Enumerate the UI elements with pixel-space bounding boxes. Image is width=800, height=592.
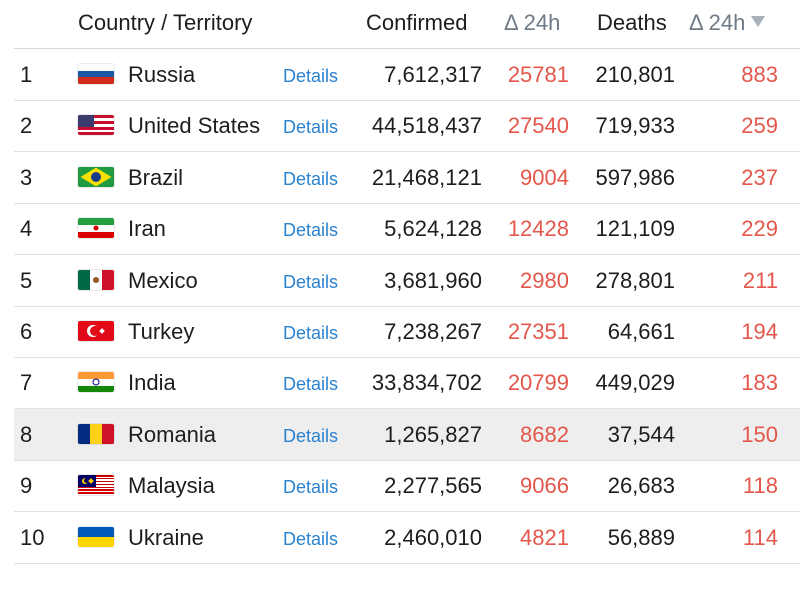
rank-cell: 1 (20, 62, 33, 87)
deaths-cell: 719,933 (595, 113, 675, 139)
flag-romania-icon (78, 423, 114, 444)
column-header-country[interactable]: Country / Territory (78, 10, 253, 35)
rank-cell: 6 (20, 319, 33, 344)
table-row[interactable]: 4 Iran Details 5,624,128 12428 121,109 229 (14, 203, 800, 256)
country-name: Malaysia (128, 473, 215, 499)
table-header: Country / Territory Confirmed Δ 24h Deat… (14, 0, 800, 49)
rank-cell: 9 (20, 473, 33, 499)
delta-confirmed-cell: 25781 (507, 62, 569, 87)
details-link[interactable]: Details (283, 66, 339, 86)
column-header-delta-deaths-label: Δ 24h (689, 10, 746, 35)
confirmed-cell: 5,624,128 (384, 216, 482, 242)
country-name: United States (128, 113, 261, 139)
delta-confirmed-cell: 20799 (507, 370, 569, 396)
deaths-cell: 210,801 (595, 62, 675, 87)
table-row[interactable]: 6 Turkey Details 7,238,267 27351 64,661 194 (14, 306, 800, 358)
country-name: Mexico (128, 267, 198, 293)
delta-confirmed-cell: 9066 (520, 473, 569, 499)
delta-confirmed-cell: 8682 (520, 421, 569, 447)
flag-brazil-icon (78, 166, 114, 187)
details-link[interactable]: Details (283, 117, 339, 138)
delta-confirmed-cell: 9004 (520, 164, 569, 190)
rank-cell: 2 (20, 113, 33, 139)
flag-russia-icon (78, 64, 114, 84)
sort-descending-icon[interactable] (751, 16, 766, 27)
table-row[interactable]: 9 Malaysia Details 2,277,565 9066 26,683 118 (14, 460, 800, 513)
confirmed-cell: 44,518,437 (371, 113, 482, 139)
rank-cell: 4 (20, 216, 33, 242)
confirmed-cell: 21,468,121 (371, 164, 482, 190)
column-header-deaths[interactable]: Deaths (597, 10, 667, 35)
rank-cell: 3 (20, 164, 33, 190)
flag-iran-icon (78, 218, 114, 239)
country-name: Romania (128, 421, 217, 447)
details-link[interactable]: Details (283, 374, 339, 395)
flag-turkey-icon (78, 321, 114, 341)
deaths-cell: 64,661 (607, 319, 675, 344)
delta-deaths-cell: 150 (741, 421, 778, 447)
delta-deaths-cell: 118 (742, 473, 778, 499)
flag-malaysia-icon (78, 475, 114, 496)
details-link[interactable]: Details (283, 168, 339, 189)
delta-confirmed-cell: 2980 (520, 267, 569, 293)
delta-deaths-cell: 259 (741, 113, 778, 139)
country-name: India (128, 370, 176, 396)
rank-cell: 5 (20, 267, 33, 293)
country-name: Brazil (128, 164, 184, 190)
column-header-delta-confirmed[interactable]: Δ 24h (504, 10, 561, 35)
details-link[interactable]: Details (283, 477, 339, 498)
details-link[interactable]: Details (283, 271, 339, 292)
delta-deaths-cell: 194 (741, 319, 778, 344)
deaths-cell: 26,683 (607, 473, 675, 499)
delta-deaths-cell: 229 (741, 216, 778, 242)
confirmed-cell: 2,460,010 (384, 524, 482, 550)
delta-deaths-cell: 183 (741, 370, 778, 396)
confirmed-cell: 33,834,702 (371, 370, 482, 396)
flag-india-icon (78, 372, 114, 393)
confirmed-cell: 1,265,827 (384, 421, 482, 447)
delta-deaths-cell: 883 (741, 62, 778, 87)
delta-deaths-cell: 114 (742, 524, 778, 550)
confirmed-cell: 7,238,267 (384, 319, 482, 344)
country-name: Russia (128, 62, 196, 87)
delta-deaths-cell: 237 (741, 164, 778, 190)
table-row[interactable]: 5 Mexico Details 3,681,960 2980 278,801 211 (14, 255, 800, 307)
table-row[interactable]: 10 Ukraine Details 2,460,010 4821 56,889 114 (14, 512, 800, 564)
table-row[interactable]: 7 India Details 33,834,702 20799 449,029 183 (14, 357, 800, 410)
column-header-confirmed[interactable]: Confirmed (366, 10, 468, 35)
confirmed-cell: 7,612,317 (384, 62, 482, 87)
flag-mexico-icon (78, 269, 114, 290)
delta-confirmed-cell: 27351 (507, 319, 569, 344)
country-name: Ukraine (128, 524, 204, 550)
rank-cell: 8 (20, 421, 33, 447)
delta-confirmed-cell: 4821 (520, 524, 569, 550)
table-row[interactable]: 8 Romania Details 1,265,827 8682 37,544 150 (14, 408, 800, 461)
flag-ukraine-icon (78, 526, 114, 547)
flag-united-states-icon (78, 115, 114, 136)
table-row[interactable]: 1 Russia Details 7,612,317 25781 210,801 883 (14, 49, 800, 101)
table-row[interactable]: 2 United States Details 44,518,437 27540 719,… (14, 100, 800, 153)
details-link[interactable]: Details (283, 528, 339, 549)
confirmed-cell: 3,681,960 (384, 267, 482, 293)
rank-cell: 7 (20, 370, 33, 396)
deaths-cell: 121,109 (595, 216, 675, 242)
column-header-delta-deaths[interactable]: Δ 24h (689, 9, 766, 37)
details-link[interactable]: Details (283, 425, 339, 446)
deaths-cell: 56,889 (607, 524, 675, 550)
confirmed-cell: 2,277,565 (384, 473, 482, 499)
country-name: Iran (128, 216, 166, 242)
deaths-cell: 597,986 (595, 164, 675, 190)
deaths-cell: 278,801 (595, 267, 675, 293)
deaths-cell: 449,029 (595, 370, 675, 396)
rank-cell: 10 (20, 524, 45, 550)
country-name: Turkey (128, 319, 195, 344)
delta-confirmed-cell: 12428 (507, 216, 569, 242)
details-link[interactable]: Details (283, 323, 339, 343)
deaths-cell: 37,544 (607, 421, 675, 447)
delta-deaths-cell: 211 (742, 267, 778, 293)
delta-confirmed-cell: 27540 (507, 113, 569, 139)
details-link[interactable]: Details (283, 220, 339, 241)
